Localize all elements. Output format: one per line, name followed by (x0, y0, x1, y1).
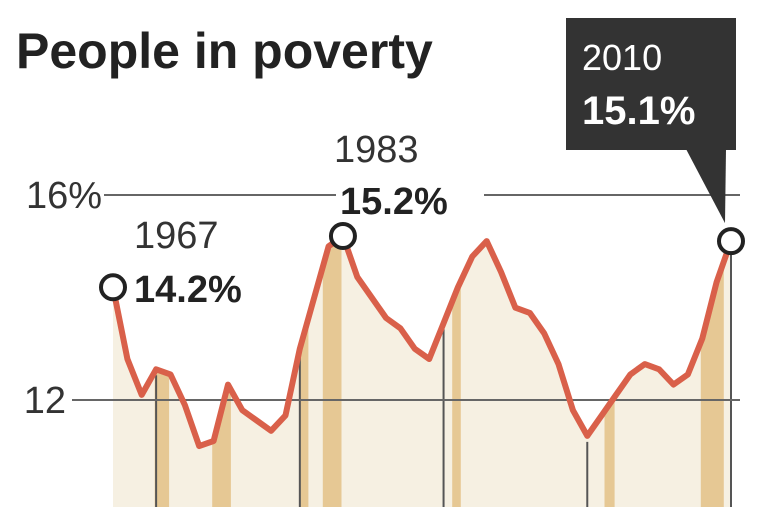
annotation-value-label: 15.2% (340, 181, 448, 223)
data-point-marker (328, 222, 357, 250)
y-axis-ticks: 16% 12 (24, 175, 102, 422)
annotation-year-label: 1983 (334, 129, 419, 171)
y-tick-label: 12 (24, 380, 66, 422)
annotation-year-label: 1967 (134, 215, 219, 257)
vertical-gridlines (155, 247, 732, 507)
series-line (110, 233, 734, 450)
callout-2010: 2010 15.1% (566, 18, 736, 224)
recession-band (322, 236, 342, 507)
data-point-marker (717, 227, 745, 256)
annotations: 1967 14.2% 1983 15.2% 2010 15.1% (99, 18, 745, 311)
y-tick-label: 16% (26, 175, 102, 217)
callout-pointer (686, 149, 726, 224)
recession-band (452, 236, 461, 507)
callout-value-label: 15.1% (582, 89, 695, 133)
area-fill (113, 236, 731, 507)
callout-box (566, 18, 736, 150)
callout-year-label: 2010 (582, 37, 662, 78)
data-point-marker (99, 273, 127, 302)
recession-band (299, 236, 309, 507)
plot-area (113, 236, 731, 507)
poverty-rate-line (110, 233, 734, 450)
annotation-value-label: 14.2% (134, 269, 242, 311)
chart-title: People in poverty (16, 23, 433, 79)
